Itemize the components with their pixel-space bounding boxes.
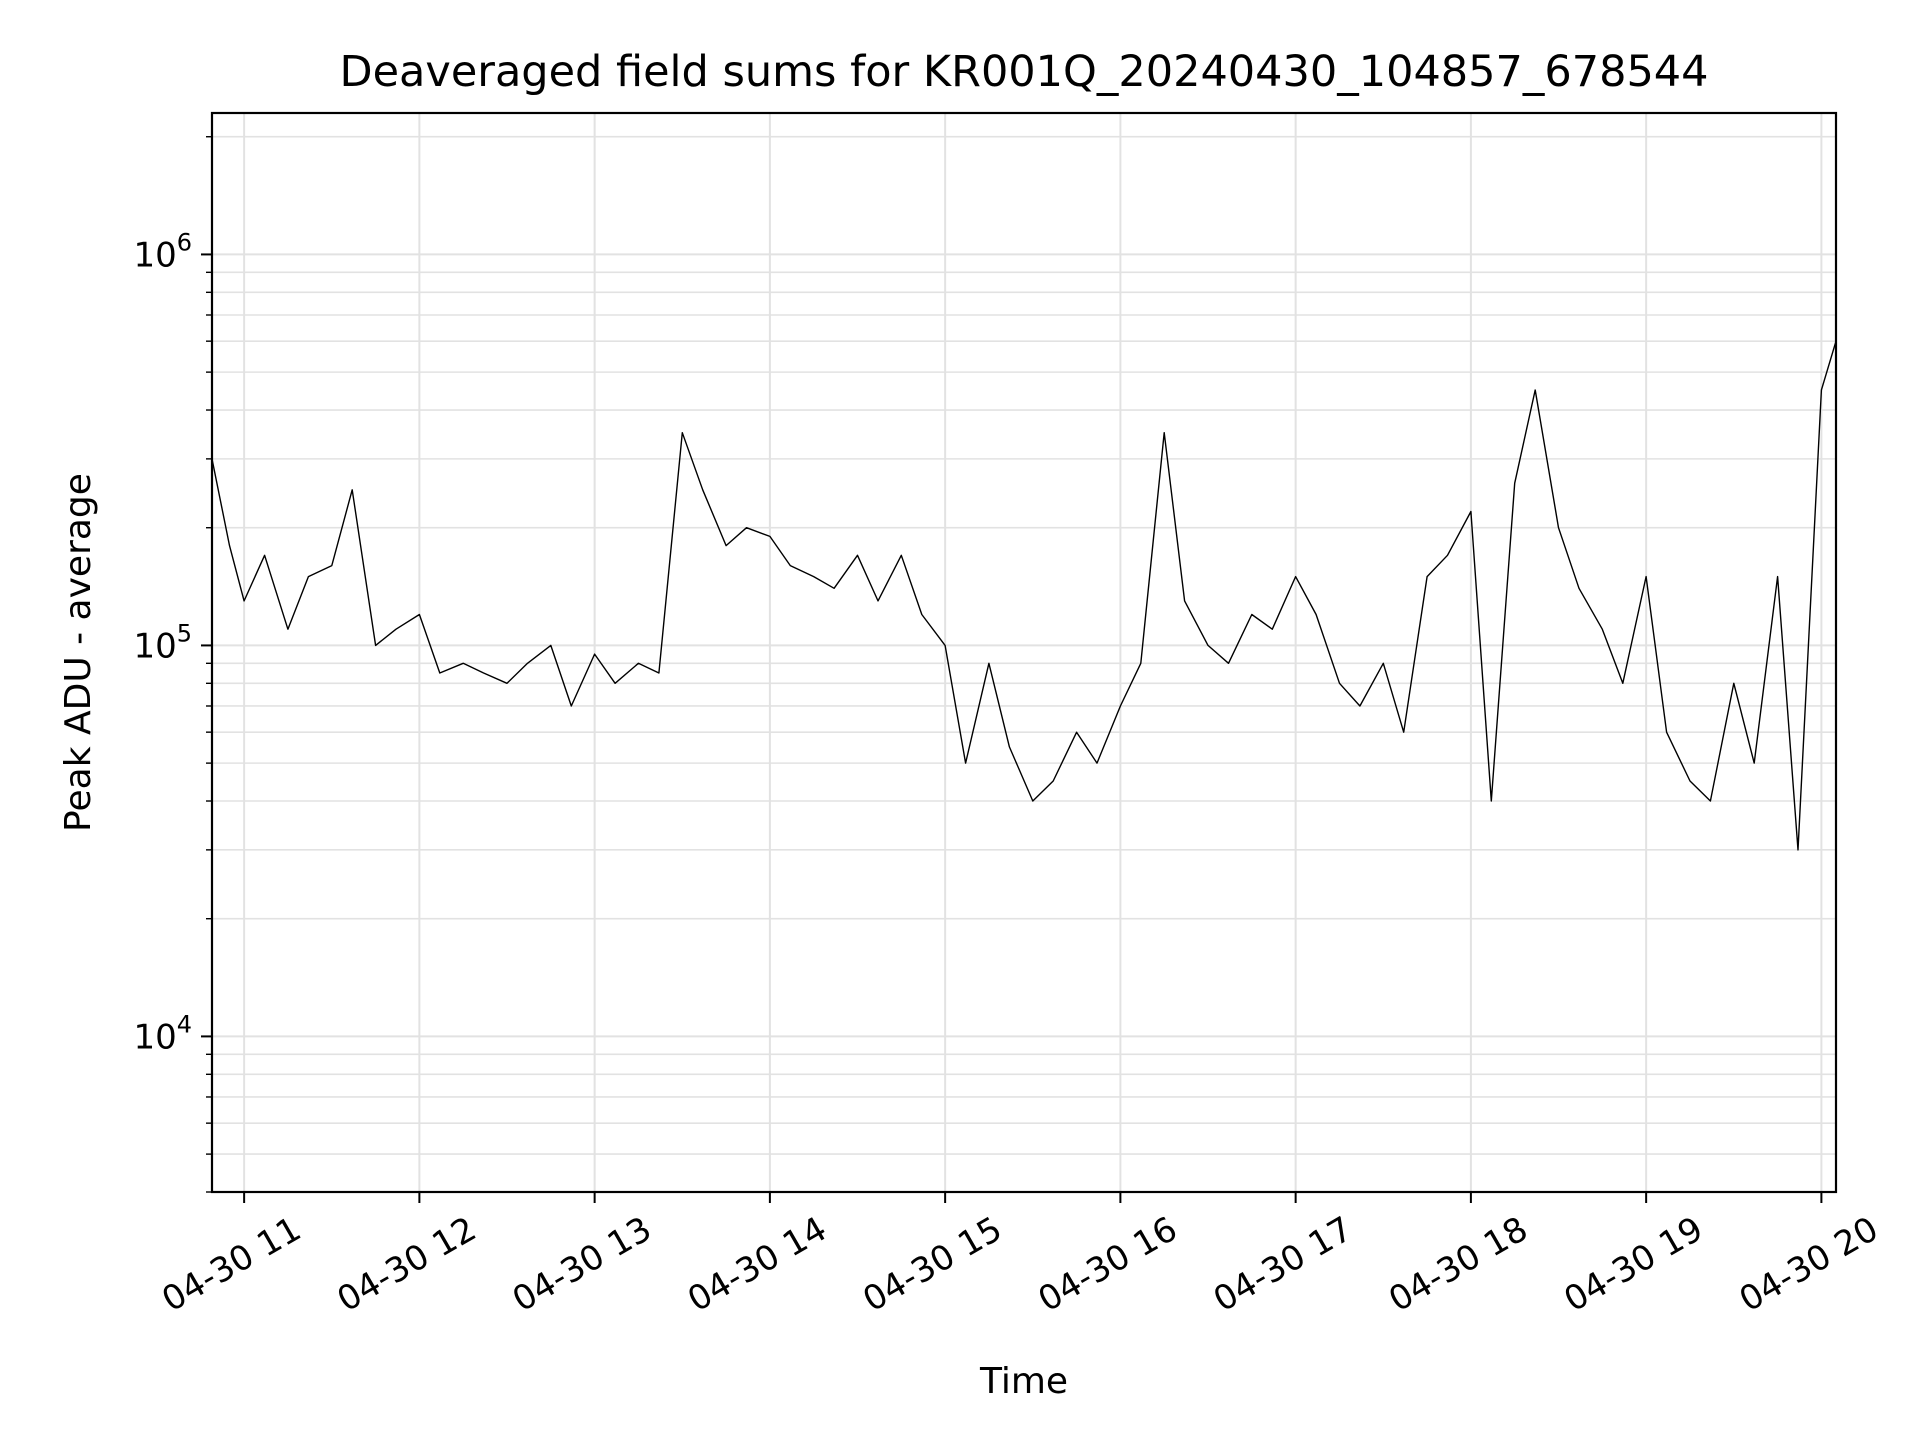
series-line — [211, 340, 1837, 851]
y-axis-title: Peak ADU - average — [58, 473, 99, 832]
y-tick-label: 104 — [133, 1010, 192, 1057]
x-axis-title: Time — [979, 1361, 1068, 1402]
plot-frame — [210, 111, 1838, 1194]
grid-layer — [212, 113, 1836, 1193]
series-layer — [211, 340, 1837, 851]
chart-title: Deaveraged field sums for KR001Q_2024043… — [339, 47, 1708, 97]
y-tick-label: 105 — [133, 619, 192, 666]
y-tick-label: 106 — [133, 228, 192, 275]
